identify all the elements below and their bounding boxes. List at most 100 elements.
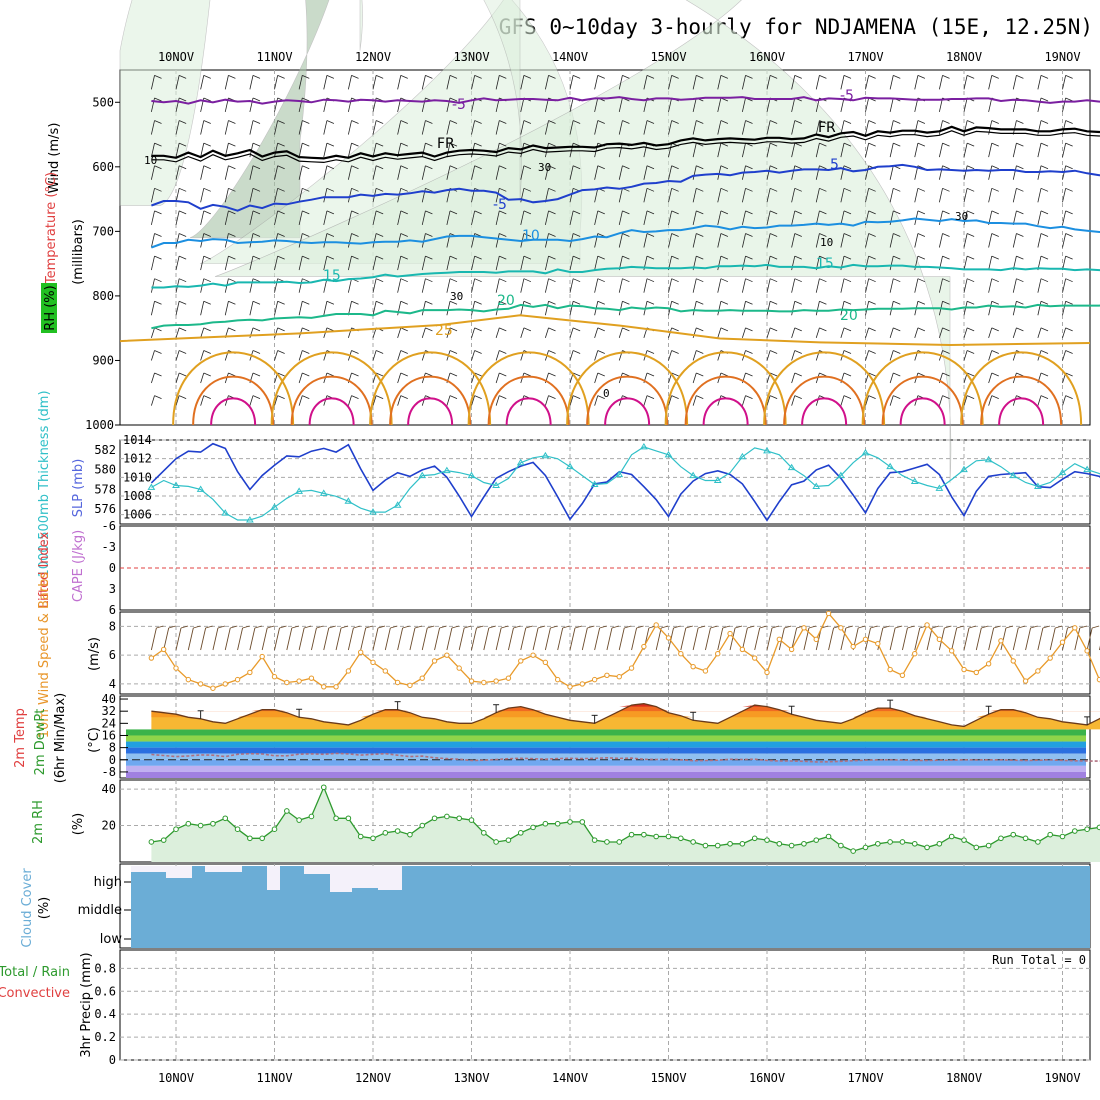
wind-barb-flag xyxy=(425,165,433,170)
warm-contour xyxy=(881,375,964,426)
wind-barb-flag xyxy=(326,233,335,237)
wind10-barb-flag xyxy=(993,625,1001,629)
wind-barb xyxy=(569,143,574,158)
wind10-point xyxy=(296,678,302,684)
label-upper-temperature: Temperature (°C) xyxy=(44,172,59,285)
wind-barb xyxy=(1062,301,1067,316)
rh2m-point xyxy=(234,826,241,833)
li-tick-label: 6 xyxy=(109,603,116,617)
wind-barb xyxy=(717,395,722,406)
thickness-marker xyxy=(393,501,402,508)
wind-barb xyxy=(618,210,623,225)
rh-shade xyxy=(359,0,363,51)
wind10-point xyxy=(481,679,487,686)
thickness-marker xyxy=(984,455,993,463)
wind10-barb xyxy=(975,627,982,651)
wind-barb-flag xyxy=(794,142,802,147)
wind-barb-flag xyxy=(178,395,187,400)
warm-contour xyxy=(960,351,1083,426)
wind10-barb-flag xyxy=(1030,625,1038,629)
wind-barb-flag xyxy=(597,327,605,332)
wind10-point xyxy=(321,684,327,690)
wind-barb xyxy=(618,301,623,316)
wind-barb-flag xyxy=(178,97,187,102)
wind-barb xyxy=(717,97,722,113)
wind-barb xyxy=(914,120,919,135)
wind10-barb xyxy=(926,627,933,651)
wind-barb-flag xyxy=(499,233,507,237)
wind-barb xyxy=(741,395,746,406)
label-thickness: 1000-500mb Thickness (dm) xyxy=(37,390,52,577)
wind-barb-flag xyxy=(154,395,162,400)
wind-barb-flag xyxy=(745,300,753,305)
wind-barb-flag xyxy=(228,278,236,283)
wind-barb-flag xyxy=(696,187,704,192)
wind-barb xyxy=(298,278,303,293)
wind-barb xyxy=(323,256,328,271)
wind-barb-flag xyxy=(769,187,778,192)
wind-barb-flag xyxy=(499,327,507,332)
wind-barb-flag xyxy=(819,187,827,192)
wind-barb xyxy=(914,143,919,158)
wind-barb xyxy=(889,256,894,271)
wind-barb-flag xyxy=(351,74,359,79)
warm-contour xyxy=(192,375,275,426)
wind-barb-flag xyxy=(745,372,753,377)
warm-contour xyxy=(586,375,669,426)
wind-barb xyxy=(791,143,796,158)
wind-barb xyxy=(446,278,451,293)
rh2m-point xyxy=(247,835,253,842)
wind10-barb xyxy=(901,627,908,651)
wind10-tick-label: 6 xyxy=(109,648,116,662)
wind-barb xyxy=(938,143,943,158)
wind-barb-flag xyxy=(720,300,729,305)
wind10-point xyxy=(542,659,549,666)
wind-barb xyxy=(791,372,796,384)
wind-barb xyxy=(840,301,845,316)
wind-barb xyxy=(618,188,623,203)
wind-barb-flag xyxy=(843,255,852,260)
wind-barb xyxy=(200,256,205,271)
wind-barb xyxy=(618,120,623,135)
wind-barb-flag xyxy=(302,395,310,400)
wind-barb-flag xyxy=(1040,74,1049,79)
wind-barb xyxy=(668,120,673,135)
wind-barb xyxy=(200,395,205,406)
wind10-barb-flag xyxy=(513,625,521,629)
wind-barb-flag xyxy=(523,278,532,283)
wind-barb-flag xyxy=(277,327,285,332)
wind-barb xyxy=(323,395,328,406)
wind10-barb xyxy=(729,627,736,651)
wind10-barb-flag xyxy=(944,625,952,629)
wind-barb xyxy=(569,327,574,338)
thickness-marker xyxy=(960,465,968,473)
wind-barb-flag xyxy=(425,327,433,332)
wind-barb xyxy=(569,75,574,90)
wind-barb-flag xyxy=(375,187,384,192)
wind10-barb-flag xyxy=(562,625,570,629)
wind10-point xyxy=(899,672,906,678)
wind10-barb-flag xyxy=(267,625,275,629)
temp-tick-label: 24 xyxy=(102,716,116,730)
warm-contour xyxy=(407,397,454,426)
wind-barb xyxy=(150,327,155,338)
wind10-barb-flag xyxy=(365,625,373,629)
wind-barb xyxy=(692,278,697,293)
wind-barb-flag xyxy=(572,210,581,215)
date-tick-top: 12NOV xyxy=(355,50,391,64)
wind-barb-flag xyxy=(548,395,556,400)
rh2m-point xyxy=(505,837,512,843)
wind-barb-flag xyxy=(277,74,285,79)
wind-barb xyxy=(914,395,919,406)
wind10-barb-flag xyxy=(574,625,583,629)
wind-barb xyxy=(791,395,796,406)
wind-barb-flag xyxy=(228,165,236,170)
wind-barb-flag xyxy=(1040,233,1049,237)
wind-barb xyxy=(397,327,402,338)
wind10-barb-flag xyxy=(845,625,853,629)
wind-barb xyxy=(668,143,673,158)
wind-barb xyxy=(815,75,820,90)
wind-barb-flag xyxy=(597,233,605,237)
wind-barb-flag xyxy=(868,300,876,305)
wind-barb-flag xyxy=(1065,97,1073,102)
